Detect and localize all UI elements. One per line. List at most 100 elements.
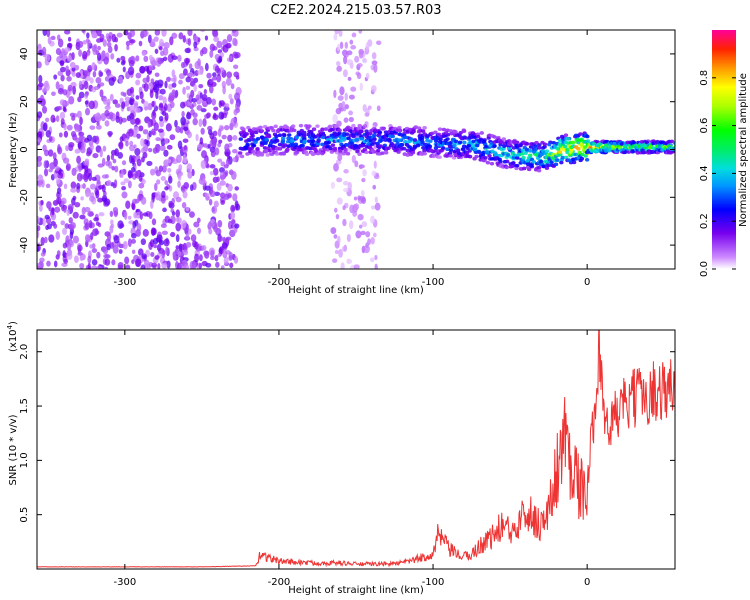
spectrogram-noise-cell [187,37,192,46]
spectrogram-noise-cell [106,102,110,107]
spectrogram-noise-cell [95,221,100,226]
spectrogram-ridge-cell [288,128,294,133]
spectrogram-ridge-cell [263,149,269,154]
x-tick-label: -300 [113,277,136,288]
spectrogram-ridge-cell [437,155,442,159]
spectrogram-ridge-cell [525,165,531,169]
spectrogram-noise-cell [133,144,137,149]
spectrogram-noise-cell [175,222,182,232]
spectrogram-ridge-cell [357,152,362,156]
spectrogram-ridge-cell [474,154,479,159]
spectrogram-noise-cell [72,235,80,244]
spectrogram-ridge-cell [660,148,665,152]
spectrogram-noise-cell [200,30,206,33]
spectrogram-noise-cell [45,224,49,231]
spectrogram-noise-cell [82,183,86,189]
spectrogram-noise-cell [48,234,55,243]
spectrogram-ridge-cell [345,151,350,156]
spectrogram-noise-cell [37,137,42,143]
spectrogram-noise-cell [74,201,81,208]
spectrogram-ridge-cell [462,140,467,145]
spectrogram-noise-cell [138,175,143,182]
snr-frame [36,329,676,570]
spectrogram-noise-cell [154,30,161,36]
spectrogram-ridge-cell [354,137,359,142]
spectrogram-noise-cell [189,77,195,83]
spectrogram-noise-cell [114,103,121,108]
spectrogram-ridge-cell [268,141,274,145]
spectrogram-xlabel: Height of straight line (km) [288,285,424,296]
spectrogram-noise-cell [227,134,233,142]
spectrogram-noise-cell [220,200,225,205]
spectrogram-noise-cell [225,103,230,108]
spectrogram-noise-cell [112,158,117,164]
spectrogram-noise-cell [102,246,109,255]
spectrogram-noise-cell [55,81,60,90]
spectrogram-noise-cell [155,169,162,177]
spectrogram-ridge-cell [448,129,454,133]
spectrogram-noise-cell [91,248,98,253]
spectrogram-noise-cell [161,190,166,199]
spectrogram-noise-cell [214,147,220,156]
spectrogram-ridge-cell [433,148,439,153]
spectrogram-noise-cell [213,106,219,111]
spectrogram-ridge-cell [397,128,403,133]
spectrogram-noise-cell [122,241,128,250]
spectrogram-noise-cell [110,53,115,60]
spectrogram-noise-cell [152,147,158,154]
spectrogram-ridge-cell [379,138,384,142]
spectrogram-noise-cell [182,157,188,164]
spectrogram-noise-cell [131,233,137,239]
spectrogram-ridge-cell [557,150,563,154]
spectrogram-noise-cell [177,250,182,257]
spectrogram-noise-cell [193,35,199,43]
spectrogram-noise-cell [43,236,48,244]
spectrogram-ridge-cell [460,147,466,151]
spectrogram-noise-cell [104,254,111,259]
spectrogram-noise-cell [109,93,114,102]
spectrogram-ridge-cell [456,148,461,153]
spectrogram-noise-cell [202,118,207,127]
spectrogram-noise-cell [79,262,85,269]
spectrogram-noise-cell [178,73,185,80]
spectrogram-noise-cell [150,227,156,236]
spectrogram-ridge-cell [542,142,548,147]
spectrogram-noise-cell [79,134,84,143]
spectrogram-noise-cell [133,106,138,113]
spectrogram-noise-cell [45,130,51,138]
spectrogram-noise-cell [168,175,173,184]
spectrogram-noise-cell [111,33,117,43]
spectrogram-noise-cell [112,244,119,254]
spectrogram-noise-cell [146,160,153,167]
spectrogram-noise-cell [60,220,66,226]
spectrogram-noise-cell [172,251,177,261]
spectrogram-noise-cell [55,106,62,111]
spectrogram-ridge-cell [399,143,404,147]
spectrogram-ridge-cell [563,133,569,138]
figure-title: C2E2.2024.215.03.57.R03 [270,3,441,18]
spectrogram-ridge-cell [378,144,383,148]
spectrogram-noise-cell [108,132,112,138]
spectrogram-noise-cell [110,223,115,229]
spectrogram-noise-cell [216,40,223,49]
spectrogram-ridge-cell [536,165,542,170]
spectrogram-ridge-cell [544,149,550,153]
spectrogram-noise-cell [343,117,349,123]
spectrogram-noise-cell [177,54,182,62]
spectrogram-noise-cell [88,220,93,229]
spectrogram-noise-cell [118,116,123,125]
spectrogram-noise-cell [119,136,124,142]
spectrogram-noise-cell [370,215,375,224]
spectrogram-noise-cell [102,39,107,47]
spectrogram-ridge-cell [579,143,584,147]
colorbar-tick-label: 0.4 [699,165,710,181]
spectrogram-noise-cell [107,45,113,54]
spectrogram-ridge-cell [337,128,342,133]
spectrogram-noise-cell [178,243,183,253]
spectrogram-noise-cell [94,228,99,236]
spectrogram-noise-cell [91,45,98,52]
spectrogram-noise-cell [169,36,174,46]
spectrogram-noise-cell [135,258,142,268]
spectrogram-noise-cell [139,91,144,100]
spectrogram-noise-cell [342,245,346,252]
